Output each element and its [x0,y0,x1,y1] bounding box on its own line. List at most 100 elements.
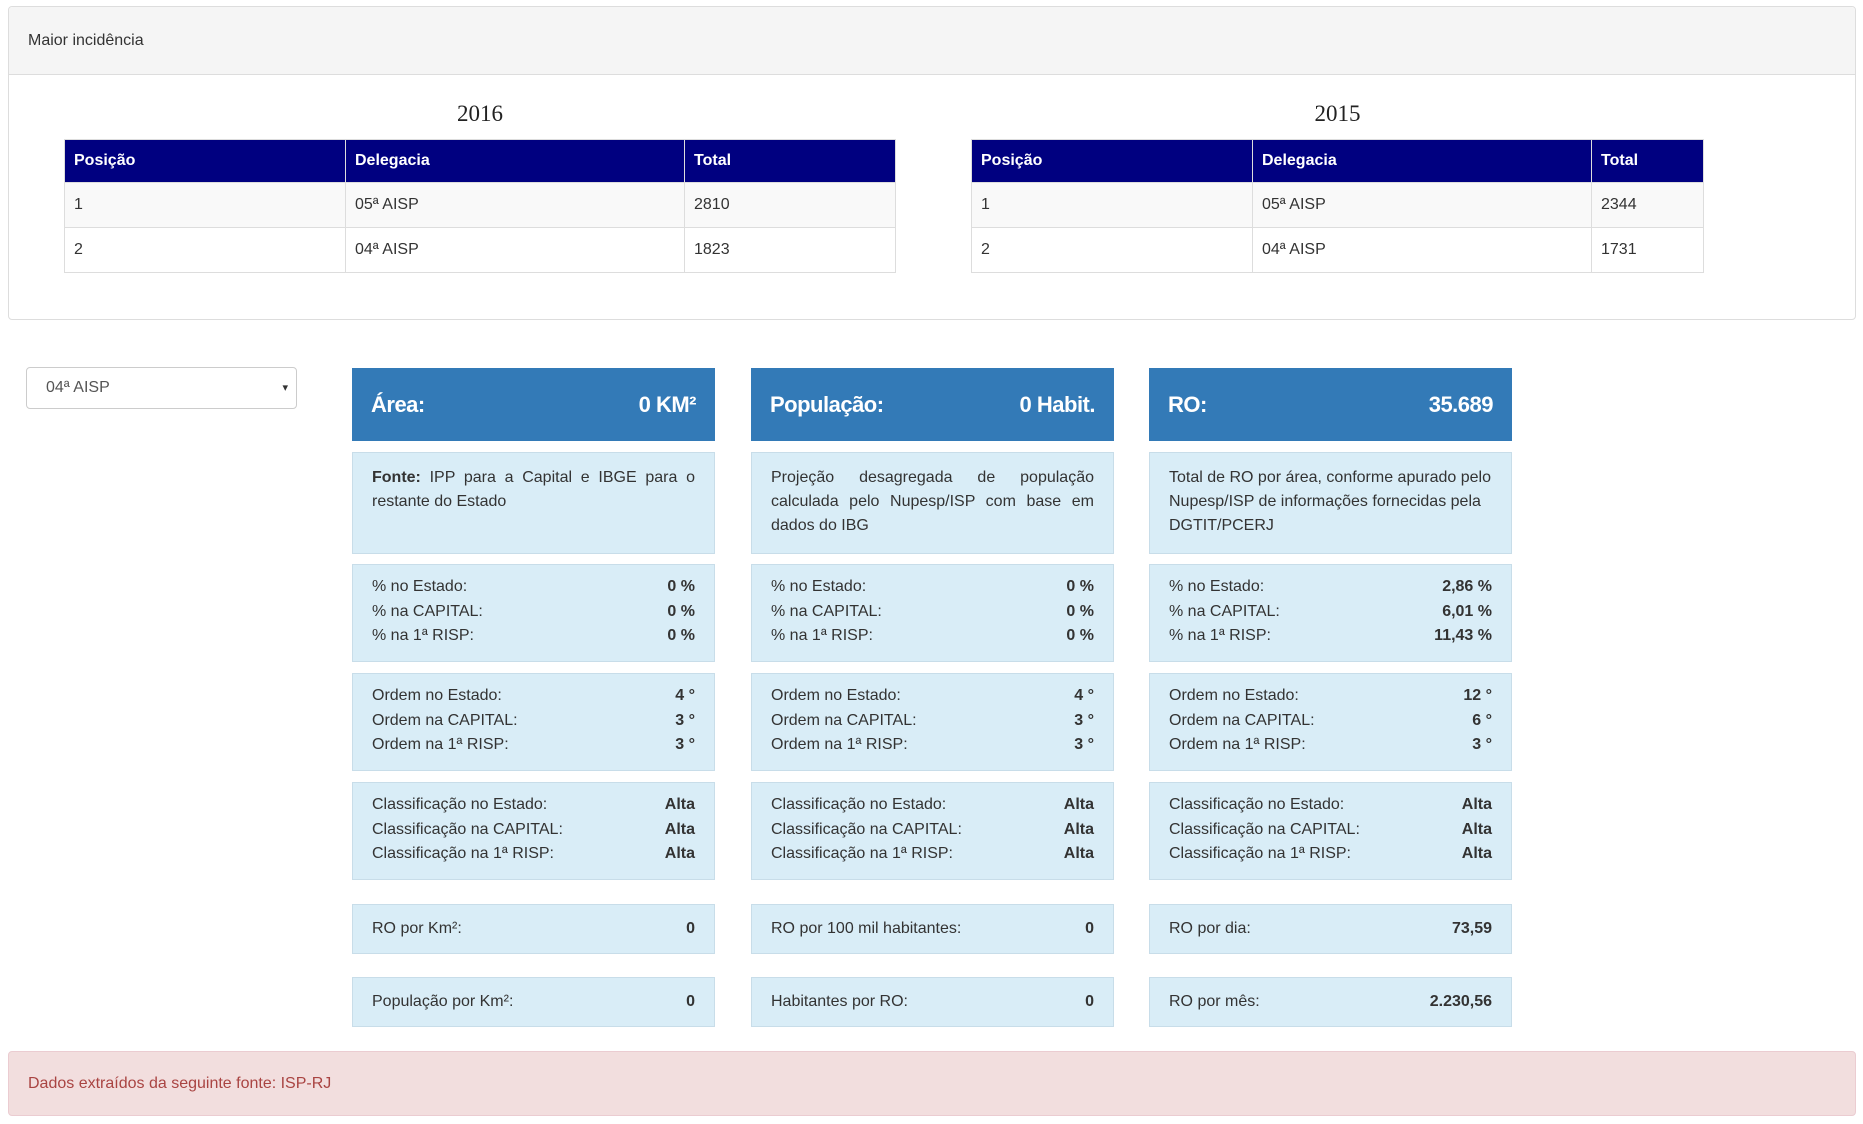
table-header-row: Posição Delegacia Total [64,139,896,183]
stat-label: Ordem no Estado: [372,687,502,704]
metric-value: 0 [686,920,695,937]
stat-value: Alta [1063,845,1094,862]
metric-value: 0 [686,993,695,1010]
cell-total: 2344 [1591,182,1704,228]
card-percent-box: % no Estado: 2,86 % % na CAPITAL: 6,01 % %… [1149,564,1512,662]
table-row: 1 05ª AISP 2810 [64,182,896,228]
card-source: Total de RO por área, conforme apurado p… [1149,452,1512,554]
aisp-select-value: 04ª AISP [46,379,110,396]
table-year: 2016 [457,101,503,126]
stat-value: Alta [664,845,695,862]
cell-position: 2 [971,227,1253,273]
stat-value: Alta [1461,845,1492,862]
stat-row: Ordem na 1ª RISP: 3 ° [372,733,695,758]
stat-label: Ordem na CAPITAL: [1169,711,1315,729]
column-header-position[interactable]: Posição [971,139,1253,183]
cell-delegacia: 05ª AISP [1252,182,1592,228]
stat-row: % na 1ª RISP: 0 % [372,624,695,649]
metric-label: RO por dia: [1169,920,1251,937]
metric-label: RO por mês: [1169,993,1260,1010]
table-block-2015: 2015 Posição Delegacia Total 1 05ª AISP … [971,89,1704,273]
card-header: Área: 0 KM² [352,368,715,441]
stat-row: Ordem na CAPITAL: 3 ° [372,709,695,734]
metric-label: RO por Km²: [372,920,462,937]
stat-row: Ordem na 1ª RISP: 3 ° [771,733,1094,758]
card-source: Fonte: IPP para a Capital e IBGE para o … [352,452,715,554]
stat-label: Classificação na CAPITAL: [372,820,563,838]
source-alert: Dados extraídos da seguinte fonte: ISP-R… [8,1051,1856,1116]
aisp-select[interactable]: 04ª AISP ▾ [26,367,297,409]
cell-delegacia: 04ª AISP [345,227,685,273]
stat-label: Classificação na 1ª RISP: [372,845,554,862]
area-card: Área: 0 KM² Fonte: IPP para a Capital e … [352,368,715,1027]
stat-label: Ordem na 1ª RISP: [1169,736,1306,753]
stat-label: Ordem na CAPITAL: [372,711,518,729]
stat-value: 3 ° [1074,736,1094,753]
card-classification-box: Classificação no Estado: Alta Classificaç… [1149,782,1512,880]
column-header-position[interactable]: Posição [64,139,346,183]
card-order-box: Ordem no Estado: 4 ° Ordem na CAPITAL: 3 °… [352,673,715,771]
table-row: 1 05ª AISP 2344 [971,182,1704,228]
cell-position: 1 [971,182,1253,228]
stat-value: 6 ° [1472,711,1492,729]
stat-label: Classificação no Estado: [1169,796,1345,813]
card-metric-1: RO por Km²: 0 [352,904,715,954]
chevron-down-icon: ▾ [282,382,288,394]
stat-label: Classificação na CAPITAL: [1169,820,1360,838]
stat-row: Ordem no Estado: 4 ° [771,684,1094,709]
stat-label: Classificação na 1ª RISP: [1169,845,1351,862]
stat-row: Classificação na 1ª RISP: Alta [771,842,1094,867]
stat-value: 3 ° [675,711,695,729]
card-metric-2: Habitantes por RO: 0 [751,977,1114,1027]
stat-label: % na 1ª RISP: [1169,627,1271,644]
stat-value: 0 % [1066,602,1094,620]
stat-row: Ordem no Estado: 4 ° [372,684,695,709]
stat-value: 3 ° [1074,711,1094,729]
card-classification-box: Classificação no Estado: Alta Classificaç… [751,782,1114,880]
cell-total: 2810 [684,182,896,228]
table-block-2016: 2016 Posição Delegacia Total 1 05ª AISP … [64,89,896,273]
column-header-delegacia[interactable]: Delegacia [1252,139,1592,183]
stat-row: Classificação na CAPITAL: Alta [771,818,1094,843]
stat-row: Classificação na CAPITAL: Alta [372,818,695,843]
card-header: População: 0 Habit. [751,368,1114,441]
column-header-total[interactable]: Total [1591,139,1704,183]
stat-label: Ordem no Estado: [771,687,901,704]
stat-value: 0 % [1066,627,1094,644]
stat-value: Alta [1063,796,1094,813]
cell-total: 1731 [1591,227,1704,273]
stat-label: % na 1ª RISP: [372,627,474,644]
metric-label: Habitantes por RO: [771,993,908,1010]
stat-label: % no Estado: [372,578,468,595]
stat-value: 6,01 % [1442,602,1492,620]
stat-value: Alta [664,796,695,813]
stat-row: Classificação no Estado: Alta [771,793,1094,818]
stat-value: 0 % [667,627,695,644]
column-header-delegacia[interactable]: Delegacia [345,139,685,183]
stat-value: Alta [664,820,695,838]
metric-value: 0 [1085,993,1094,1010]
card-source: Projeção desagregada de população calcul… [751,452,1114,554]
cell-position: 2 [64,227,346,273]
column-header-total[interactable]: Total [684,139,896,183]
stat-label: Ordem na 1ª RISP: [771,736,908,753]
stat-value: 4 ° [1074,687,1094,704]
stat-row: Classificação na CAPITAL: Alta [1169,818,1492,843]
incidence-table: Posição Delegacia Total 1 05ª AISP 2344 … [971,139,1704,273]
table-header-row: Posição Delegacia Total [971,139,1704,183]
card-order-box: Ordem no Estado: 12 ° Ordem na CAPITAL: 6 … [1149,673,1512,771]
source-label: Fonte: [372,469,421,486]
card-header-label: População: [770,391,884,417]
card-percent-box: % no Estado: 0 % % na CAPITAL: 0 % % na 1ª… [751,564,1114,662]
table-year: 2015 [1314,101,1361,126]
stat-value: 3 ° [1472,736,1492,753]
stat-value: 3 ° [675,736,695,753]
stat-row: % no Estado: 2,86 % [1169,575,1492,600]
stat-value: Alta [1461,820,1492,838]
stat-row: % na 1ª RISP: 0 % [771,624,1094,649]
stat-label: Classificação na 1ª RISP: [771,845,953,862]
incidence-panel: Maior incidência 2016 Posição Delegacia … [8,6,1856,320]
card-classification-box: Classificação no Estado: Alta Classificaç… [352,782,715,880]
stat-value: 0 % [667,578,695,595]
card-metric-1: RO por 100 mil habitantes: 0 [751,904,1114,954]
